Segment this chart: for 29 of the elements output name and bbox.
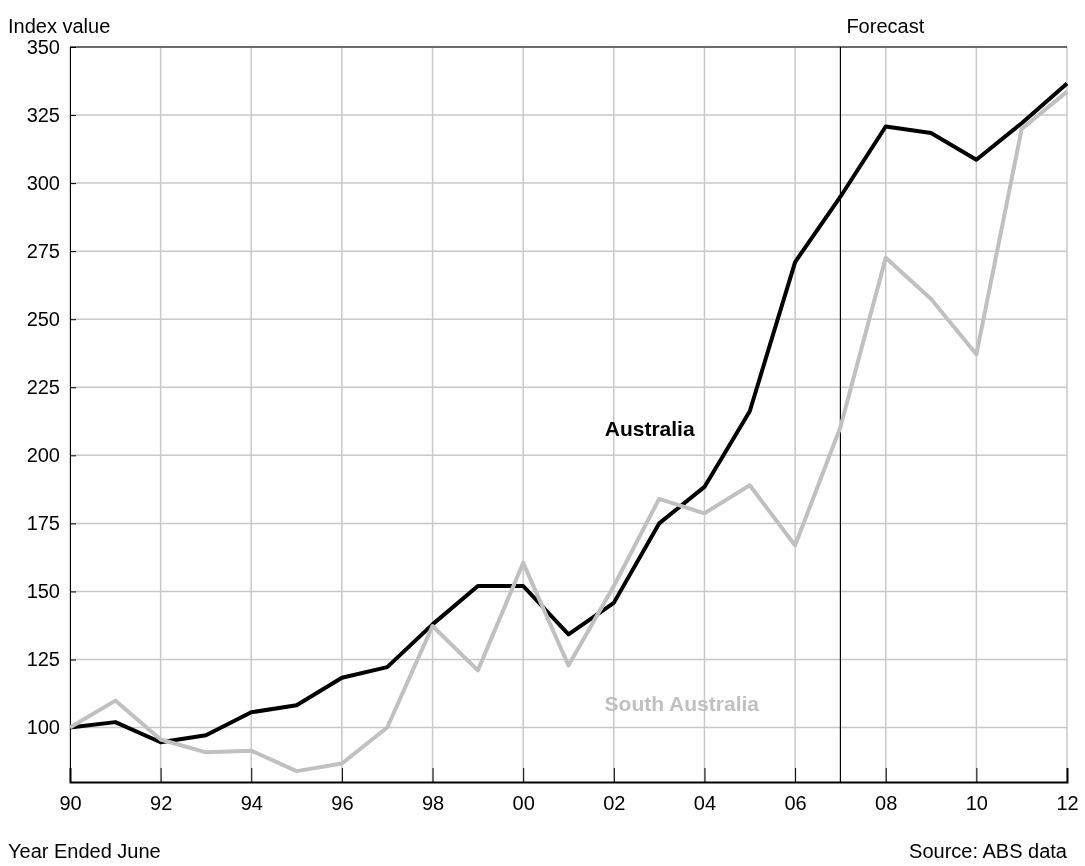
y-tick-label: 225 xyxy=(26,376,60,399)
x-tick-label: 00 xyxy=(512,792,535,815)
source-note: Source: ABS data xyxy=(909,840,1068,862)
y-tick-label: 250 xyxy=(26,308,60,331)
y-tick-label: 175 xyxy=(26,512,60,535)
x-tick-label: 96 xyxy=(331,792,354,815)
x-tick-label: 92 xyxy=(150,792,173,815)
x-tick-label: 10 xyxy=(965,792,988,815)
x-tick-label: 08 xyxy=(875,792,898,815)
x-tick-label: 98 xyxy=(421,792,445,815)
ref-line-label: Forecast xyxy=(846,15,925,37)
text: South Australia xyxy=(604,692,760,716)
y-tick-label: 125 xyxy=(26,648,60,671)
y-tick-label: 200 xyxy=(26,444,60,467)
y-tick-label: 100 xyxy=(26,716,60,739)
x-tick-label: 04 xyxy=(693,792,717,815)
x-tick-label: 90 xyxy=(59,792,82,815)
y-tick-label: 350 xyxy=(26,35,60,58)
x-axis-title: Year Ended June xyxy=(8,840,161,862)
y-tick-label: 150 xyxy=(26,580,60,603)
y-tick-label: 325 xyxy=(26,103,60,126)
x-tick-label: 12 xyxy=(1056,792,1079,815)
y-tick-label: 275 xyxy=(26,240,60,263)
x-tick-label: 02 xyxy=(603,792,626,815)
x-tick-label: 94 xyxy=(240,792,263,815)
y-axis-title: Index value xyxy=(8,15,111,37)
x-tick-label: 06 xyxy=(784,792,807,815)
series-label: Australia xyxy=(604,417,695,441)
y-tick-label: 300 xyxy=(26,172,60,195)
